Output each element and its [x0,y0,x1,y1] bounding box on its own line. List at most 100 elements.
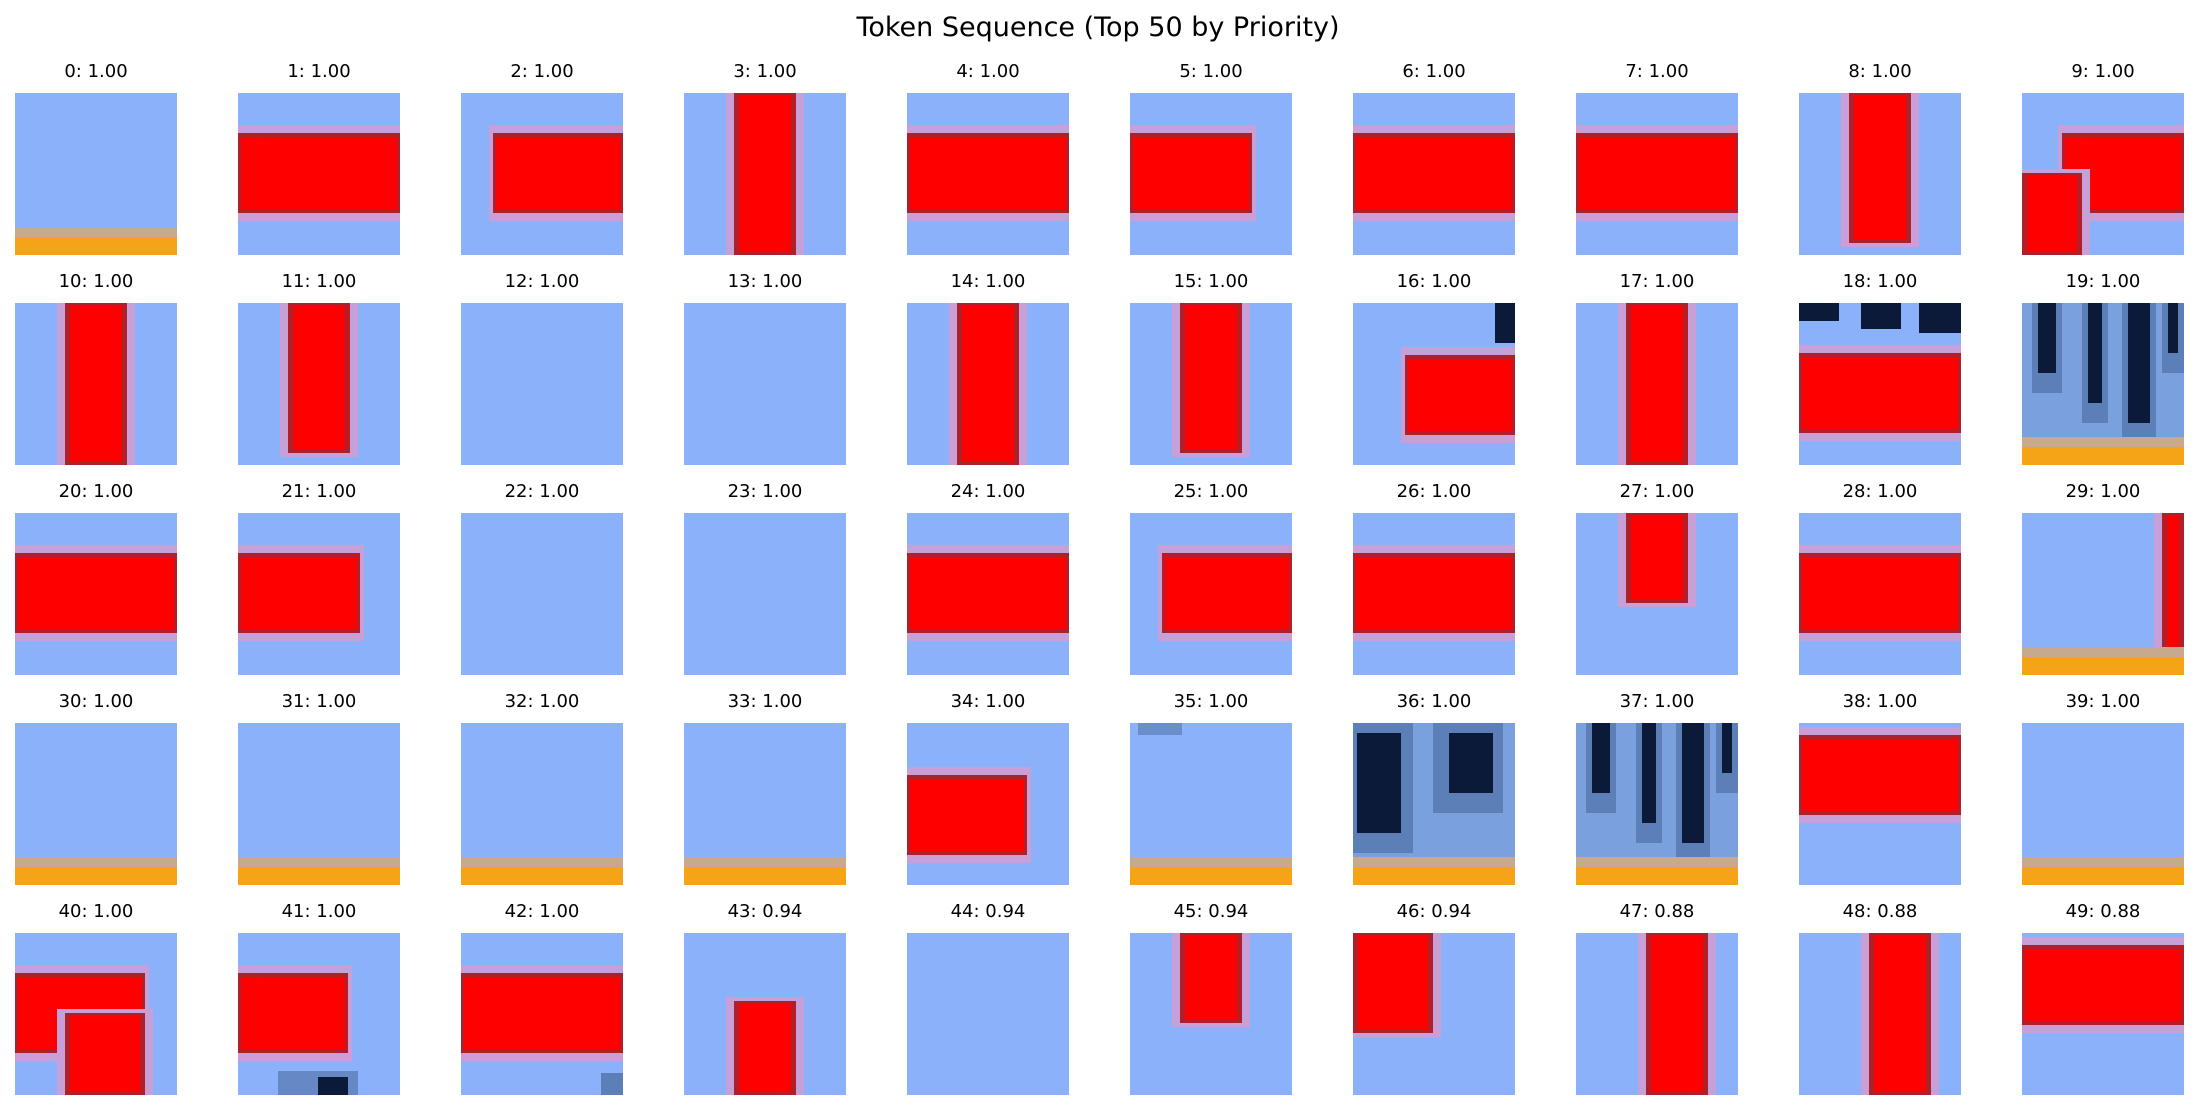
token-patch-svg [1130,93,1292,255]
token-label: 12: 1.00 [504,271,580,292]
token-label: 33: 1.00 [727,691,803,712]
token-patch-svg [907,513,1069,675]
token-label: 9: 1.00 [2071,61,2135,82]
token-patch-image [1353,513,1515,675]
token-patch-svg [2022,723,2184,885]
token-patch-image [907,93,1069,255]
token-patch-image [238,723,400,885]
token-patch-image [238,303,400,465]
token-label: 0: 1.00 [64,61,128,82]
token-patch-image [1353,933,1515,1095]
token-label: 2: 1.00 [510,61,574,82]
token-patch-image [907,513,1069,675]
token-patch-image [1799,933,1961,1095]
token-patch-svg [238,723,400,885]
token-patch-svg [1576,513,1738,675]
token-patch-svg [1130,303,1292,465]
token-patch-image [1576,723,1738,885]
token-label: 14: 1.00 [950,271,1026,292]
token-patch-svg [15,723,177,885]
token-label: 7: 1.00 [1625,61,1689,82]
token-patch-image [1130,513,1292,675]
token-patch-svg [238,303,400,465]
token-patch-image [907,303,1069,465]
token-patch-image [15,303,177,465]
token-patch-svg [1576,303,1738,465]
token-patch-image [1799,513,1961,675]
token-label: 23: 1.00 [727,481,803,502]
token-label: 45: 0.94 [1173,901,1249,922]
token-patch-svg [1799,933,1961,1095]
token-patch-svg [15,93,177,255]
token-label: 4: 1.00 [956,61,1020,82]
token-patch-svg [15,303,177,465]
token-patch-image [1130,933,1292,1095]
token-patch-svg [2022,933,2184,1095]
token-label: 46: 0.94 [1396,901,1472,922]
token-label: 16: 1.00 [1396,271,1472,292]
token-label: 20: 1.00 [58,481,134,502]
token-patch-image [684,933,846,1095]
token-patch-svg [1799,513,1961,675]
token-patch-image [1130,723,1292,885]
token-label: 43: 0.94 [727,901,803,922]
token-patch-image [15,93,177,255]
token-label: 3: 1.00 [733,61,797,82]
token-patch-svg [907,723,1069,885]
token-patch-image [461,93,623,255]
token-label: 13: 1.00 [727,271,803,292]
token-label: 8: 1.00 [1848,61,1912,82]
token-patch-svg [684,723,846,885]
token-label: 36: 1.00 [1396,691,1472,712]
token-label: 30: 1.00 [58,691,134,712]
token-patch-svg [1353,93,1515,255]
token-patch-image [1576,303,1738,465]
token-patch-svg [1130,933,1292,1095]
token-patch-svg [461,933,623,1095]
token-label: 28: 1.00 [1842,481,1918,502]
token-patch-image [1799,303,1961,465]
token-patch-svg [461,303,623,465]
token-patch-svg [907,93,1069,255]
token-patch-svg [15,513,177,675]
token-patch-svg [1353,303,1515,465]
token-label: 47: 0.88 [1619,901,1695,922]
token-patch-svg [238,513,400,675]
token-patch-image [2022,723,2184,885]
token-patch-svg [907,303,1069,465]
token-patch-image [2022,513,2184,675]
token-patch-svg [1576,93,1738,255]
token-patch-svg [1353,723,1515,885]
token-patch-svg [1353,513,1515,675]
token-patch-image [238,933,400,1095]
token-label: 24: 1.00 [950,481,1026,502]
token-patch-svg [1353,933,1515,1095]
token-label: 27: 1.00 [1619,481,1695,502]
token-patch-image [1576,933,1738,1095]
token-patch-image [684,723,846,885]
token-patch-image [1353,303,1515,465]
token-label: 48: 0.88 [1842,901,1918,922]
token-patch-image [1799,93,1961,255]
token-patch-svg [2022,303,2184,465]
token-label: 32: 1.00 [504,691,580,712]
token-label: 39: 1.00 [2065,691,2141,712]
token-patch-image [684,513,846,675]
token-label: 37: 1.00 [1619,691,1695,712]
token-patch-svg [684,93,846,255]
token-patch-image [461,303,623,465]
token-patch-image [461,513,623,675]
token-label: 11: 1.00 [281,271,357,292]
token-patch-svg [2022,93,2184,255]
token-patch-image [461,723,623,885]
token-patch-image [1130,303,1292,465]
token-label: 44: 0.94 [950,901,1026,922]
figure-title: Token Sequence (Top 50 by Priority) [856,12,1340,43]
token-patch-image [1130,93,1292,255]
token-label: 25: 1.00 [1173,481,1249,502]
token-patch-image [907,933,1069,1095]
token-label: 18: 1.00 [1842,271,1918,292]
token-patch-svg [1799,303,1961,465]
token-label: 10: 1.00 [58,271,134,292]
